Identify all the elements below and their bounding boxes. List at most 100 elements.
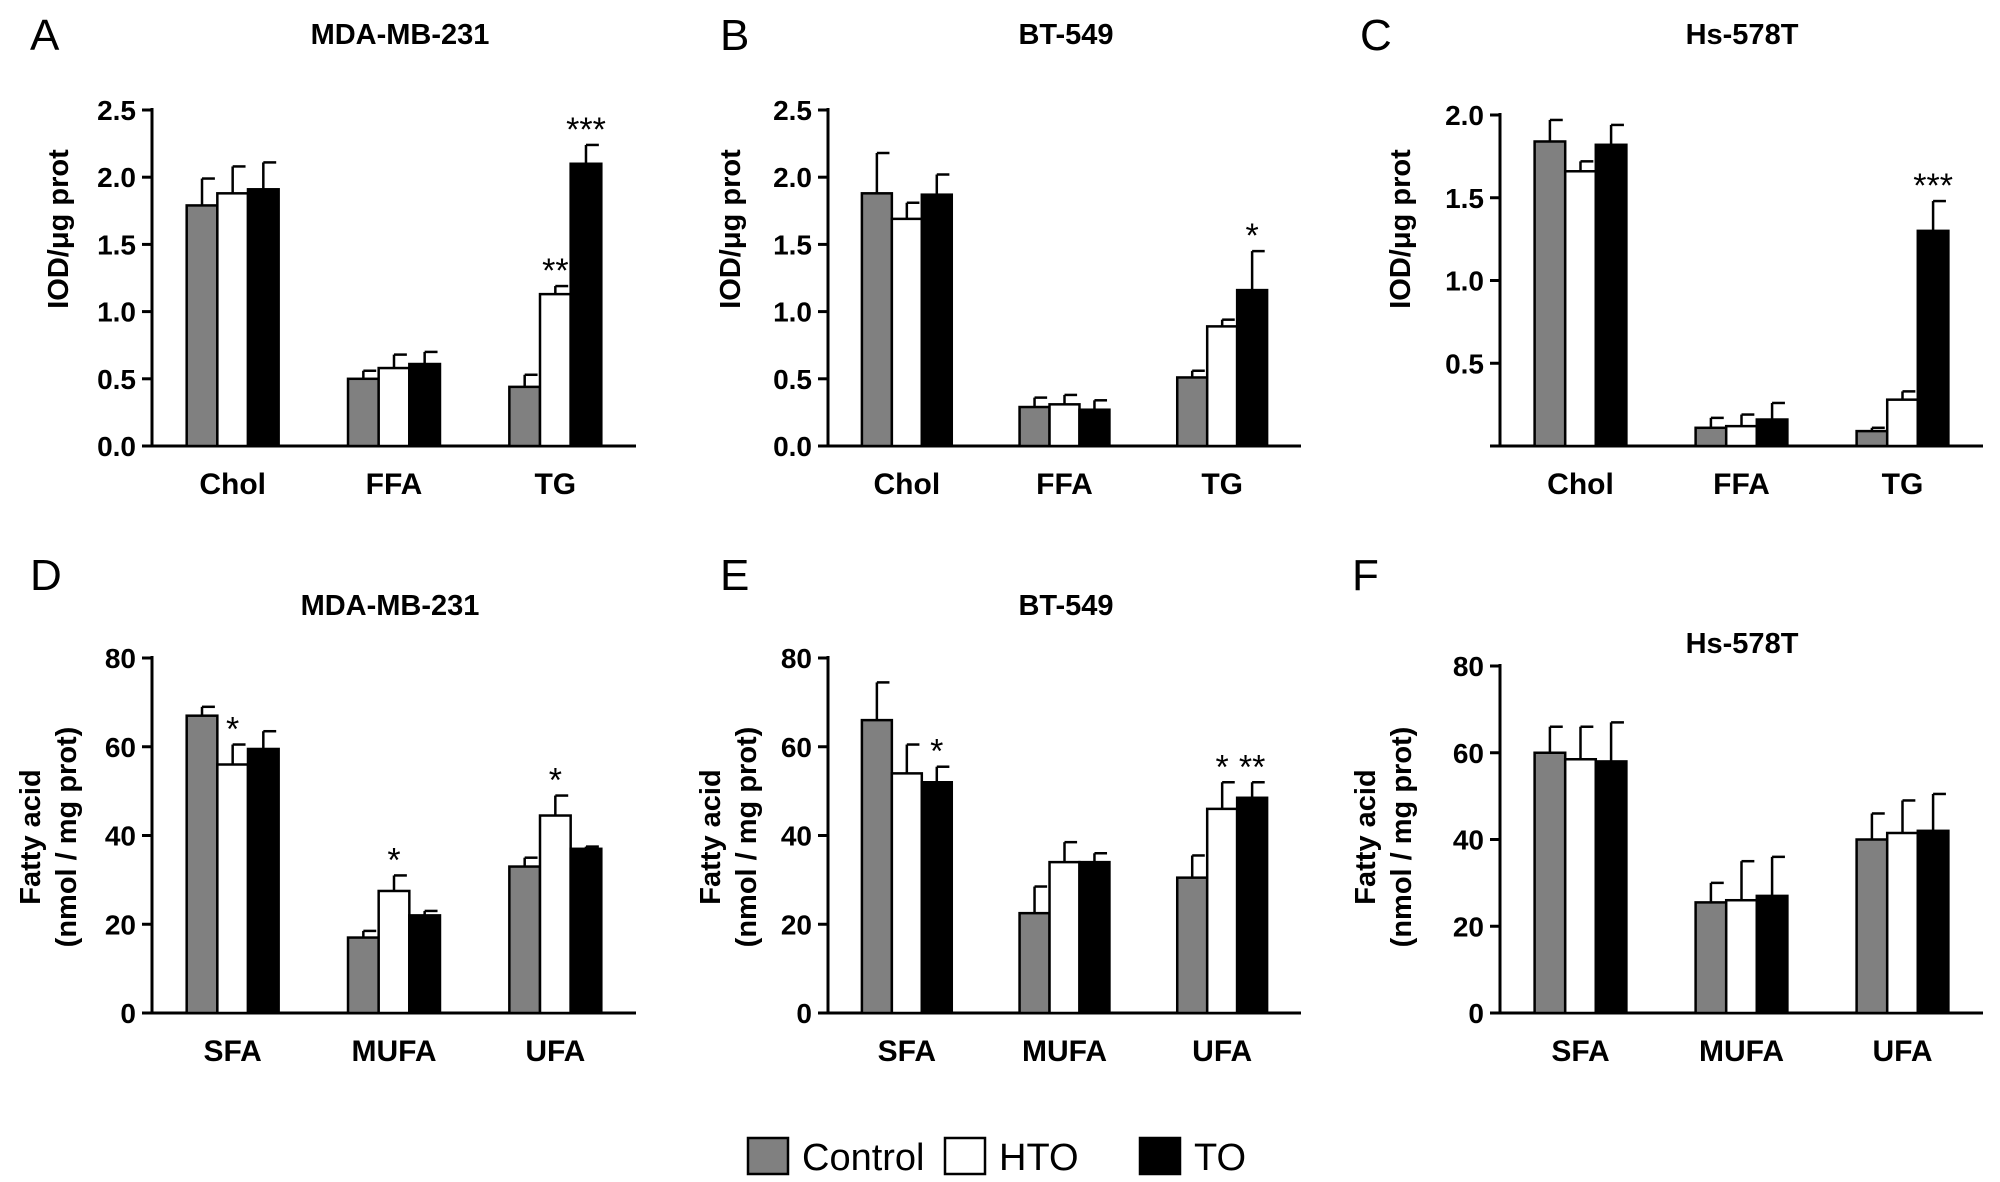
y-tick-label: 2.0 xyxy=(773,162,812,193)
y-axis-title-line2: (nmol / mg prot) xyxy=(1386,727,1418,948)
significance-marker: *** xyxy=(566,111,606,149)
bar-hto xyxy=(1885,398,1920,448)
legend-label: TO xyxy=(1194,1137,1246,1179)
y-axis-title-line2: (nmol / mg prot) xyxy=(51,727,83,948)
significance-marker: * xyxy=(387,841,400,879)
y-tick-label: 20 xyxy=(781,909,812,940)
bar-hto xyxy=(377,889,411,1015)
y-tick-label: 80 xyxy=(1453,651,1484,682)
y-tick-label: 1.5 xyxy=(773,229,812,260)
bar-hto xyxy=(1048,403,1081,448)
bar-to xyxy=(246,747,280,1015)
bar-control xyxy=(1694,901,1728,1015)
bar-control xyxy=(1533,751,1567,1015)
bar-to xyxy=(920,781,954,1015)
bar-hto xyxy=(1048,860,1081,1015)
chart-panel-d: D MDA-MB-231 Fatty acid (nmol / mg prot) 0 20… xyxy=(15,551,636,1068)
bar-to xyxy=(1916,229,1950,448)
x-category-label: SFA xyxy=(878,1035,936,1068)
y-tick-label: 0.0 xyxy=(773,431,812,462)
legend: Control HTO TO xyxy=(746,1136,1246,1179)
legend-swatch-to xyxy=(1138,1136,1182,1176)
x-category-label: TG xyxy=(1882,468,1924,501)
panel-title: Hs-578T xyxy=(1686,628,1799,660)
bar-hto xyxy=(1724,898,1759,1015)
y-tick-label: 1.0 xyxy=(97,297,136,328)
bar-to xyxy=(1078,408,1111,448)
bar-control xyxy=(1018,405,1051,448)
bar-control xyxy=(508,865,542,1015)
bar-to xyxy=(920,193,954,448)
chart-panel-a: A MDA-MB-231 IOD/μg prot 0.0 0.5 1.0 1.5 2.0 2.5… xyxy=(30,11,636,501)
y-tick-label: 20 xyxy=(105,909,136,940)
bar-hto xyxy=(538,814,572,1015)
panel-title: Hs-578T xyxy=(1686,19,1799,51)
bar-control xyxy=(185,714,219,1015)
x-category-label: Chol xyxy=(1547,468,1614,501)
significance-marker: * xyxy=(930,733,943,771)
x-category-label: MUFA xyxy=(1022,1035,1107,1068)
x-category-label: MUFA xyxy=(1699,1035,1784,1068)
y-tick-label: 80 xyxy=(781,643,812,674)
bar-hto xyxy=(1205,807,1239,1015)
bar-control xyxy=(1175,876,1209,1015)
y-tick-label: 0.0 xyxy=(97,431,136,462)
bar-hto xyxy=(538,292,572,448)
y-tick-label: 2.5 xyxy=(773,95,812,126)
bar-control xyxy=(1694,426,1728,448)
significance-marker: * xyxy=(226,711,239,749)
x-category-label: SFA xyxy=(1551,1035,1609,1068)
panel-title: BT-549 xyxy=(1018,590,1113,622)
x-category-label: TG xyxy=(534,468,576,501)
significance-marker: * xyxy=(1216,748,1229,786)
y-tick-label: 80 xyxy=(105,643,136,674)
x-category-label: TG xyxy=(1201,468,1243,501)
x-category-label: Chol xyxy=(199,468,266,501)
x-category-label: Chol xyxy=(874,468,941,501)
chart-panel-e: E BT-549 Fatty acid (nmol / mg prot) 0 20 40 60… xyxy=(695,551,1301,1068)
y-axis-title: IOD/μg prot xyxy=(715,149,747,309)
chart-panel-f: F Hs-578T Fatty acid (nmol / mg prot) 0 20 40 6… xyxy=(1350,551,1983,1068)
legend-label: Control xyxy=(802,1137,925,1179)
significance-marker: ** xyxy=(542,252,568,290)
bar-to xyxy=(408,914,442,1015)
x-category-label: UFA xyxy=(1873,1035,1933,1068)
y-axis-title-line1: Fatty acid xyxy=(15,769,47,904)
significance-marker: * xyxy=(1246,217,1259,255)
y-axis-title: IOD/μg prot xyxy=(1385,149,1417,309)
panel-letter: D xyxy=(30,551,62,600)
legend-swatch-control xyxy=(746,1136,790,1176)
panel-title: BT-549 xyxy=(1018,19,1113,51)
bar-to xyxy=(1594,760,1628,1015)
bar-hto xyxy=(216,192,250,448)
y-tick-label: 0 xyxy=(796,998,812,1029)
significance-marker: *** xyxy=(1913,167,1953,205)
y-tick-label: 0 xyxy=(1468,998,1484,1029)
chart-panel-c: C Hs-578T IOD/μg prot 0.5 1.0 1.5 2.0 Chol FFA TG… xyxy=(1360,11,1983,501)
y-axis-title-line1: Fatty acid xyxy=(1350,769,1382,904)
bar-hto xyxy=(377,366,411,448)
y-tick-label: 2.5 xyxy=(97,95,136,126)
y-tick-label: 1.5 xyxy=(97,229,136,260)
panel-letter: C xyxy=(1360,11,1392,60)
y-tick-label: 40 xyxy=(105,821,136,852)
x-category-label: FFA xyxy=(1713,468,1770,501)
y-tick-label: 60 xyxy=(781,732,812,763)
bar-hto xyxy=(890,772,924,1015)
y-tick-label: 0.5 xyxy=(1445,348,1484,379)
y-axis-title: Fatty acid (nmol / mg prot) xyxy=(1350,727,1418,948)
bar-hto xyxy=(1563,170,1598,448)
y-tick-label: 1.0 xyxy=(1445,266,1484,297)
bar-control xyxy=(185,204,219,448)
bar-control xyxy=(860,718,894,1015)
x-category-label: FFA xyxy=(1036,468,1093,501)
y-tick-label: 40 xyxy=(781,821,812,852)
y-axis-title: Fatty acid (nmol / mg prot) xyxy=(695,727,763,948)
x-category-label: MUFA xyxy=(352,1035,437,1068)
bar-hto xyxy=(1563,758,1598,1015)
bar-control xyxy=(1855,838,1889,1015)
x-category-label: UFA xyxy=(1192,1035,1252,1068)
bar-hto xyxy=(1724,424,1759,448)
y-tick-label: 2.0 xyxy=(97,162,136,193)
y-tick-label: 1.0 xyxy=(773,297,812,328)
